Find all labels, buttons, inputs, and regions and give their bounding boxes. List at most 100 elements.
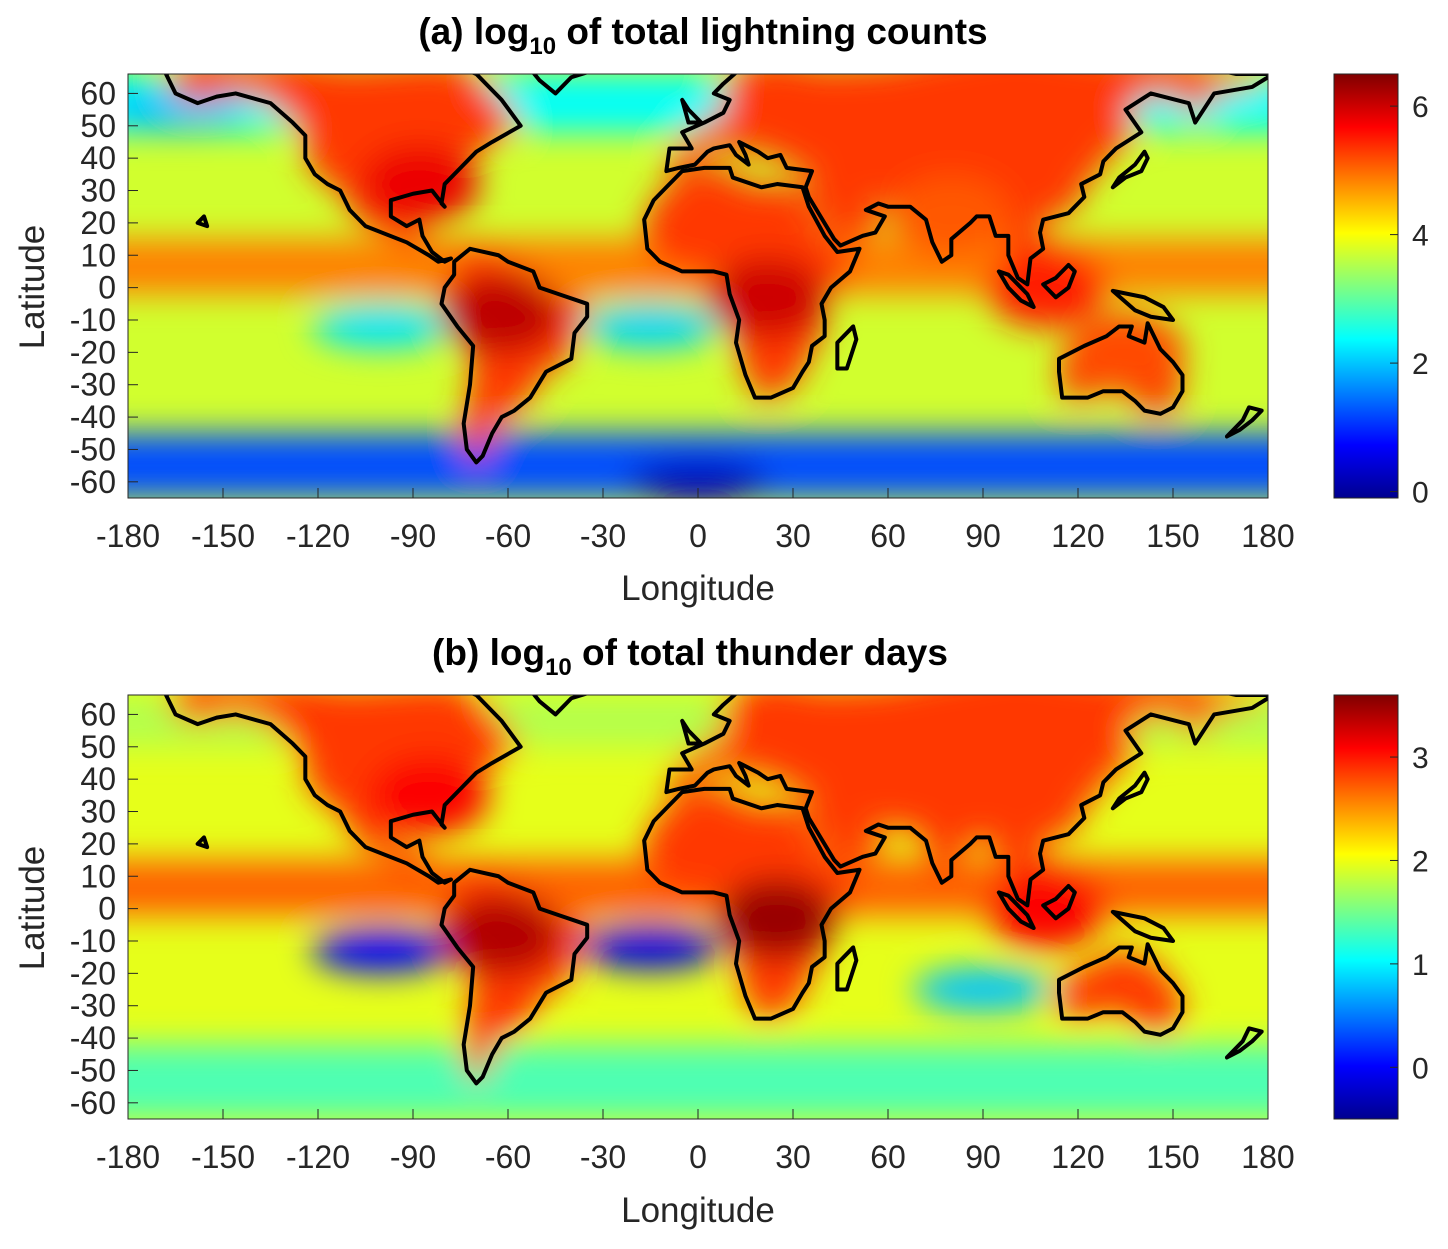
coastline-10	[1110, 149, 1150, 190]
y-tick-label: -30	[70, 367, 116, 403]
panel-b-colorbar-gradient	[1333, 694, 1399, 1120]
x-tick-label: -60	[485, 518, 531, 554]
x-tick-label: -150	[191, 518, 255, 554]
coastline-13	[195, 214, 210, 229]
y-tick-label: 30	[80, 173, 116, 209]
colorbar-tick-label: 4	[1412, 220, 1429, 253]
x-tick-label: 150	[1146, 1139, 1199, 1175]
x-tick-label: -180	[96, 1139, 160, 1175]
panel-a-y-axis-label: Latitude	[13, 225, 52, 350]
x-tick-label: 90	[965, 1139, 1001, 1175]
y-tick-label: 0	[98, 270, 116, 306]
colorbar-tick-label: 0	[1412, 1052, 1429, 1085]
coastline-13	[195, 835, 210, 850]
coastline-12	[1224, 1026, 1264, 1060]
y-tick-label: -40	[70, 1020, 116, 1056]
coastline-4	[1057, 942, 1185, 1037]
colorbar-tick-label: 1	[1412, 949, 1429, 982]
x-tick-label: -180	[96, 518, 160, 554]
x-tick-label: 120	[1051, 1139, 1104, 1175]
hotspot-2	[359, 144, 480, 225]
colorbar-tick-label: 0	[1412, 477, 1429, 510]
x-tick-label: 90	[965, 518, 1001, 554]
x-tick-label: 150	[1146, 518, 1199, 554]
hotspot-0	[441, 894, 562, 975]
y-tick-label: 30	[80, 794, 116, 830]
coastline-8	[996, 890, 1036, 931]
x-tick-label: 0	[689, 1139, 707, 1175]
coastline-7	[835, 324, 859, 371]
panel-b-x-ticks: -180 -150 -120 -90 -60 -30 0 30 60 90 120 150 180	[96, 1109, 1295, 1175]
panel-a-colorbar: 0 2 4 6	[1333, 73, 1429, 510]
y-tick-label: 10	[80, 237, 116, 273]
y-tick-label: -40	[70, 399, 116, 435]
coastline-0	[164, 695, 523, 885]
panel-a-x-axis-label: Longitude	[621, 569, 775, 608]
coastline-7	[835, 945, 859, 992]
coastline-6	[680, 718, 704, 746]
x-tick-label: -90	[390, 1139, 436, 1175]
panel-a-colorbar-gradient	[1333, 73, 1399, 499]
colorbar-tick-label: 2	[1412, 845, 1429, 878]
x-tick-label: -120	[286, 1139, 350, 1175]
panel-b-y-axis-label: Latitude	[13, 846, 52, 971]
panel-b-thunder-days: (b) log10 of total thunder days -180 -150…	[13, 632, 1429, 1230]
coastline-3	[664, 695, 1268, 908]
panel-a-lightning-counts: (a) log10 of total lightning counts -180…	[13, 11, 1429, 608]
y-tick-label: 10	[80, 858, 116, 894]
x-tick-label: -90	[390, 518, 436, 554]
panel-b-colorbar: 0 1 2 3	[1333, 694, 1429, 1120]
y-tick-label: -30	[70, 988, 116, 1024]
panel-b-colorbar-ticks: 0 1 2 3	[1390, 742, 1429, 1085]
panel-b-heatmap	[128, 695, 1268, 1119]
x-tick-label: -30	[580, 518, 626, 554]
x-tick-label: 60	[870, 518, 906, 554]
x-tick-label: 180	[1241, 1139, 1294, 1175]
y-tick-label: 40	[80, 761, 116, 797]
colorbar-tick-label: 2	[1412, 348, 1429, 381]
coastline-10	[1110, 770, 1150, 811]
x-tick-label: -60	[485, 1139, 531, 1175]
coastline-11	[1110, 909, 1175, 943]
panel-b-x-axis-label: Longitude	[621, 1191, 775, 1230]
y-tick-label: -10	[70, 923, 116, 959]
x-tick-label: 30	[775, 518, 811, 554]
panel-b-title: (b) log10 of total thunder days	[432, 632, 948, 681]
coastline-9	[1041, 883, 1077, 921]
hotspot-5	[891, 176, 1012, 257]
coastline-1	[439, 246, 590, 465]
coastline-3	[664, 74, 1268, 287]
hotspot-4	[1065, 312, 1186, 393]
coastline-9	[1041, 262, 1077, 300]
y-tick-label: -50	[70, 1052, 116, 1088]
coastline-0	[164, 74, 523, 264]
y-tick-label: 60	[80, 696, 116, 732]
y-tick-label: 60	[80, 75, 116, 111]
y-tick-label: -10	[70, 302, 116, 338]
coastline-2	[642, 165, 862, 400]
y-tick-label: -20	[70, 334, 116, 370]
colorbar-tick-label: 3	[1412, 742, 1429, 775]
y-tick-label: -50	[70, 431, 116, 467]
x-tick-label: -30	[580, 1139, 626, 1175]
panel-a-title: (a) log10 of total lightning counts	[418, 11, 987, 60]
y-tick-label: 20	[80, 205, 116, 241]
y-tick-label: 20	[80, 826, 116, 862]
x-tick-label: -120	[286, 518, 350, 554]
y-tick-label: 0	[98, 891, 116, 927]
panel-a-heatmap	[128, 74, 1268, 498]
panel-a-map[interactable]	[88, 19, 1308, 504]
coastline-1	[439, 867, 590, 1086]
x-tick-label: 180	[1241, 518, 1294, 554]
panel-a-x-ticks: -180 -150 -120 -90 -60 -30 0 30 60 90 120 150 180	[96, 488, 1295, 554]
colorbar-tick-label: 6	[1412, 91, 1429, 124]
coastline-6	[680, 97, 704, 125]
coastline-11	[1110, 288, 1175, 322]
coastline-4	[1057, 321, 1185, 416]
y-tick-label: 50	[80, 108, 116, 144]
hotspot-1	[707, 257, 828, 338]
panel-b-map[interactable]	[88, 640, 1308, 1119]
y-tick-label: -20	[70, 955, 116, 991]
